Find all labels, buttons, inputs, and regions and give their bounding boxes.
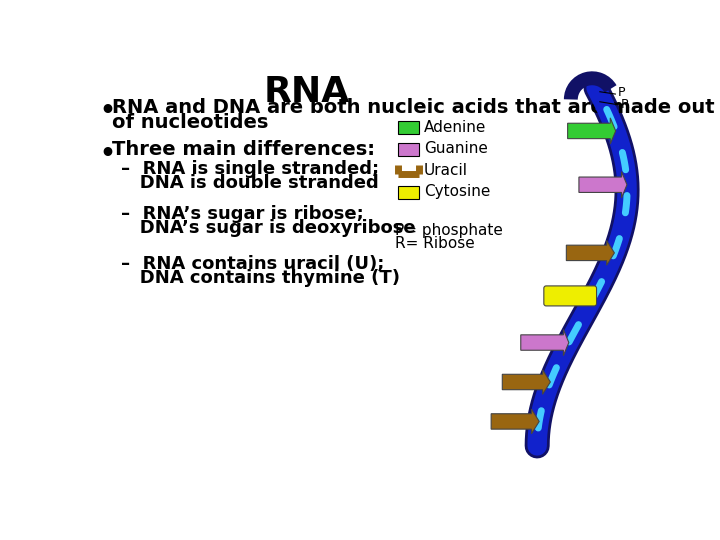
FancyBboxPatch shape xyxy=(398,186,418,199)
Text: P= phosphate: P= phosphate xyxy=(395,224,503,239)
Text: DNA’s sugar is deoxyribose: DNA’s sugar is deoxyribose xyxy=(121,219,415,237)
Text: DNA contains thymine (T): DNA contains thymine (T) xyxy=(121,269,400,287)
Text: –  RNA is single stranded;: – RNA is single stranded; xyxy=(121,160,379,178)
Polygon shape xyxy=(491,409,539,434)
Polygon shape xyxy=(521,329,569,356)
Text: DNA is double stranded: DNA is double stranded xyxy=(121,174,379,192)
Polygon shape xyxy=(567,118,616,144)
Text: Three main differences:: Three main differences: xyxy=(112,140,374,159)
Text: •: • xyxy=(99,99,115,124)
FancyBboxPatch shape xyxy=(544,286,597,306)
Text: •: • xyxy=(99,142,115,166)
Text: P: P xyxy=(618,86,625,99)
Text: Uracil: Uracil xyxy=(424,163,468,178)
FancyBboxPatch shape xyxy=(398,143,418,156)
Text: R: R xyxy=(621,98,629,111)
Text: RNA and DNA are both nucleic acids that are made out: RNA and DNA are both nucleic acids that … xyxy=(112,98,714,117)
Text: Guanine: Guanine xyxy=(424,141,488,156)
FancyBboxPatch shape xyxy=(398,122,418,134)
Text: Cytosine: Cytosine xyxy=(424,184,490,199)
Text: –  RNA contains uracil (U);: – RNA contains uracil (U); xyxy=(121,255,384,273)
Text: RNA: RNA xyxy=(264,75,350,109)
Text: –  RNA’s sugar is ribose;: – RNA’s sugar is ribose; xyxy=(121,205,364,223)
Polygon shape xyxy=(567,240,614,265)
Polygon shape xyxy=(503,370,550,394)
Text: Adenine: Adenine xyxy=(424,120,487,134)
Text: of nucleotides: of nucleotides xyxy=(112,112,268,132)
Text: R= Ribose: R= Ribose xyxy=(395,236,474,251)
Polygon shape xyxy=(579,172,627,198)
